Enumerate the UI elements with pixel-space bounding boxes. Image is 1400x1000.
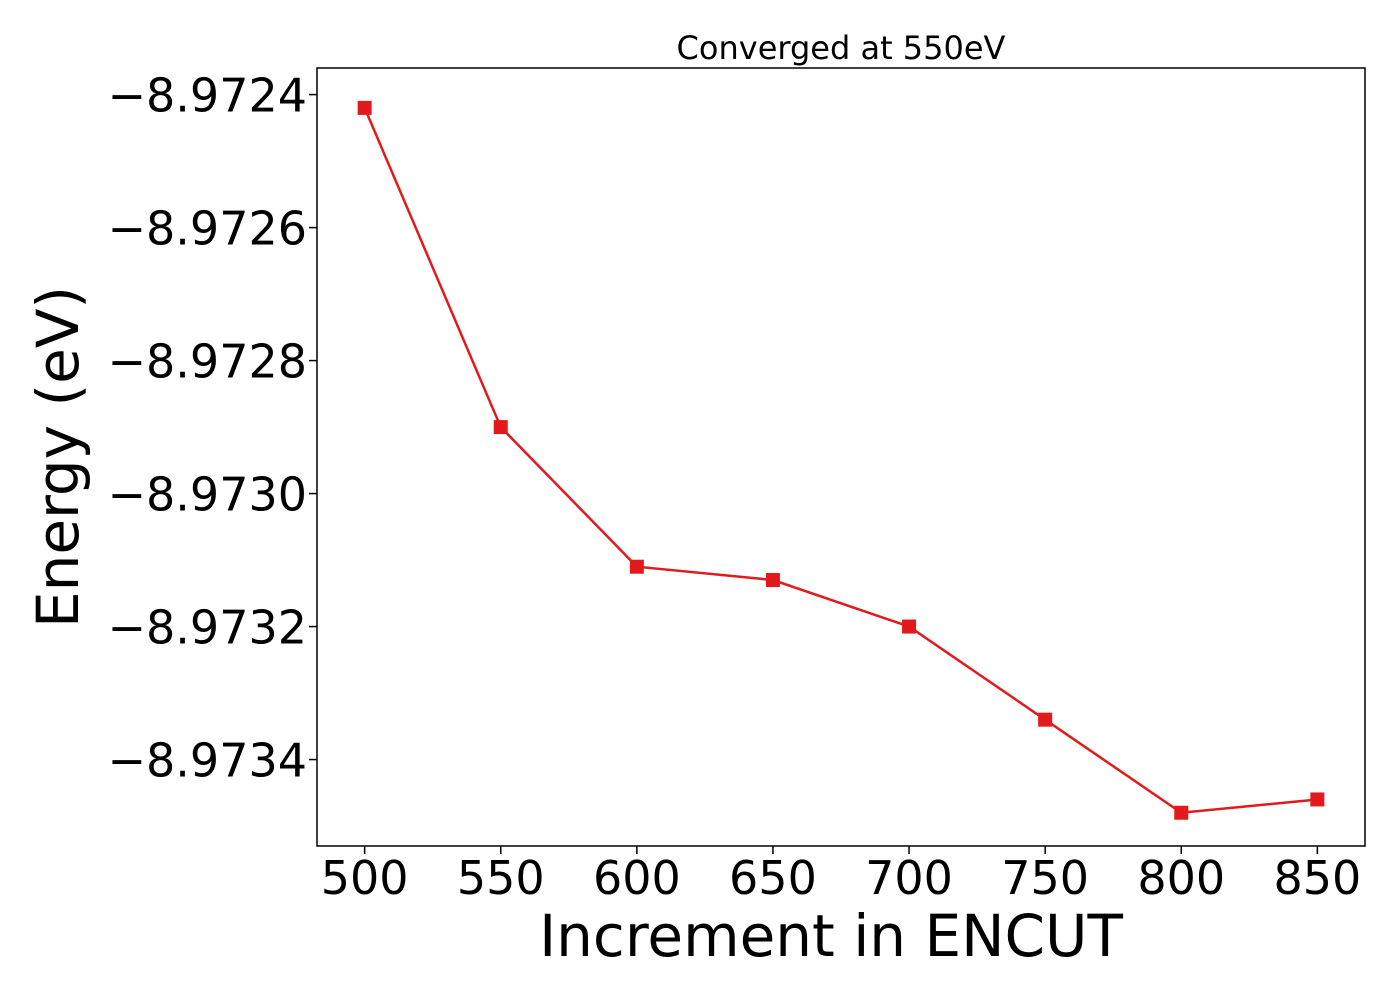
series-line [363,107,1318,815]
y-tick-label: −8.9732 [108,601,308,655]
data-point [357,100,372,115]
data-point [1310,792,1325,807]
x-tick-label: 550 [457,851,545,905]
y-tick-label: −8.9730 [108,468,308,522]
data-point [493,420,508,435]
y-tick-label: −8.9734 [108,734,308,788]
y-axis-label: Energy (eV) [24,286,92,628]
x-tick-label: 800 [1137,851,1225,905]
y-tick-label: −8.9728 [108,335,308,389]
y-tick-label: −8.9724 [108,69,308,123]
data-point [629,559,644,574]
x-axis: 500 550 600 650 700 750 800 850 [321,846,1361,905]
x-tick-label: 500 [321,851,409,905]
chart-title: Converged at 550eV [677,29,1006,67]
x-tick-label: 850 [1273,851,1361,905]
data-point [765,573,780,588]
x-axis-label: Increment in ENCUT [539,902,1123,970]
y-tick-label: −8.9726 [108,202,308,256]
data-point [902,619,917,634]
data-point [1038,712,1053,727]
x-tick-label: 600 [593,851,681,905]
x-tick-label: 700 [865,851,953,905]
data-point [1174,805,1189,820]
y-axis: −8.9724 −8.9726 −8.9728 −8.9730 −8.9732 −8.97… [108,69,317,788]
x-tick-label: 650 [729,851,817,905]
series-layer [357,100,1325,820]
plot-frame [316,67,1366,847]
x-tick-label: 750 [1001,851,1089,905]
